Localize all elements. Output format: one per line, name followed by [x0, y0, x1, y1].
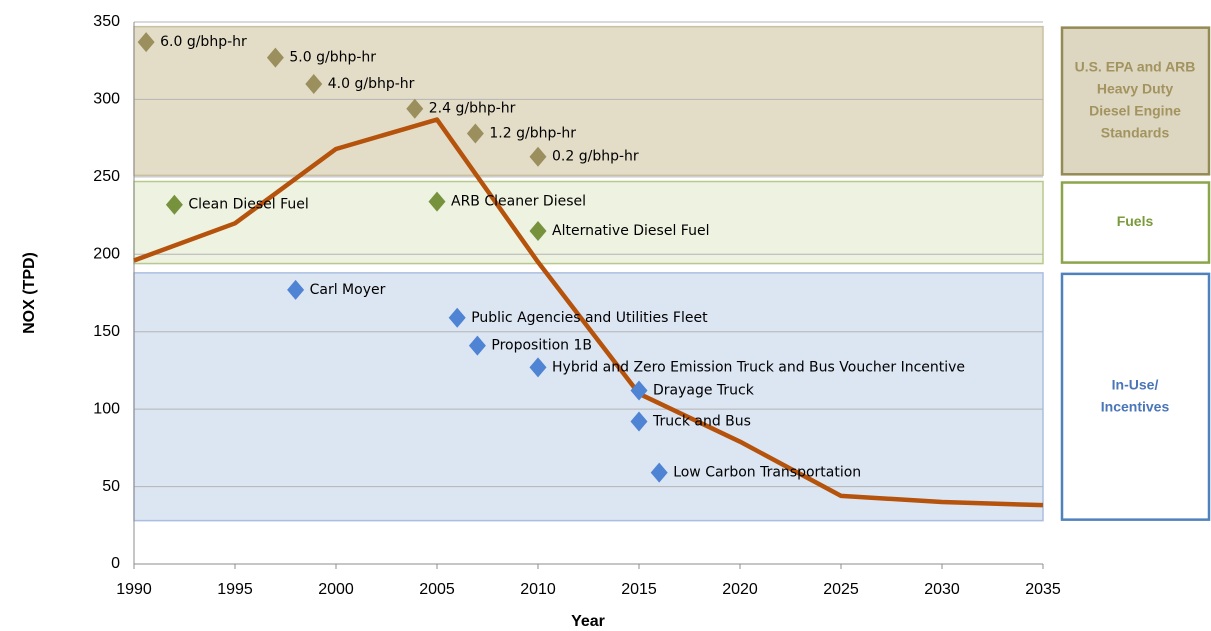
x-tick-label: 1995 — [217, 581, 253, 598]
x-tick-label: 2030 — [924, 581, 960, 598]
x-tick-label: 2000 — [318, 581, 354, 598]
marker-label: Carl Moyer — [310, 282, 386, 298]
band — [133, 180, 1044, 265]
y-tick-label: 100 — [93, 400, 120, 417]
legend-label: Standards — [1101, 125, 1170, 141]
x-tick-label: 2015 — [621, 581, 657, 598]
marker-label: Hybrid and Zero Emission Truck and Bus V… — [552, 359, 965, 375]
legend-box — [1060, 272, 1211, 521]
legend-box — [1060, 26, 1211, 176]
marker — [287, 279, 305, 300]
y-tick-label: 0 — [111, 555, 120, 572]
marker-label: Clean Diesel Fuel — [188, 197, 308, 213]
marker-label: Public Agencies and Utilities Fleet — [471, 310, 708, 326]
y-tick-label: 350 — [93, 13, 120, 30]
legend-label: Fuels — [1117, 213, 1154, 229]
y-tick-label: 200 — [93, 246, 120, 263]
marker-label: Drayage Truck — [653, 383, 755, 399]
x-tick-label: 2020 — [722, 581, 758, 598]
y-tick-label: 150 — [93, 323, 120, 340]
marker — [466, 123, 484, 144]
x-tick-label: 1990 — [116, 581, 152, 598]
y-tick-label: 250 — [93, 168, 120, 185]
marker-label: Proposition 1B — [491, 338, 592, 354]
marker-label: 2.4 g/bhp-hr — [429, 101, 516, 117]
marker — [305, 73, 323, 94]
y-axis-title: NOX (TPD) — [21, 252, 38, 334]
x-axis-title: Year — [571, 613, 605, 630]
marker-label: ARB Cleaner Diesel — [451, 194, 586, 210]
marker-label: Alternative Diesel Fuel — [552, 223, 709, 239]
band — [133, 272, 1044, 522]
marker-label: Low Carbon Transportation — [673, 465, 861, 481]
marker-label: 4.0 g/bhp-hr — [328, 76, 415, 92]
band — [133, 25, 1044, 177]
y-tick-label: 50 — [102, 478, 120, 495]
legend-label: U.S. EPA and ARB — [1075, 59, 1196, 75]
legend-label: Heavy Duty — [1097, 81, 1173, 97]
legend-label: Incentives — [1101, 398, 1170, 414]
legend-box — [1060, 181, 1211, 264]
marker-label: 1.2 g/bhp-hr — [489, 125, 576, 141]
marker — [529, 146, 547, 167]
marker — [406, 98, 424, 119]
marker-label: Truck and Bus — [652, 414, 751, 430]
marker — [448, 307, 466, 328]
marker — [165, 194, 183, 215]
x-tick-label: 2035 — [1025, 581, 1061, 598]
marker — [137, 32, 155, 53]
marker — [468, 335, 486, 356]
marker — [630, 380, 648, 401]
marker-label: 5.0 g/bhp-hr — [289, 50, 376, 66]
x-tick-label: 2005 — [419, 581, 455, 598]
series-line — [133, 117, 1044, 508]
marker — [428, 191, 446, 212]
x-tick-label: 2025 — [823, 581, 859, 598]
marker — [630, 411, 648, 432]
x-tick-label: 2010 — [520, 581, 556, 598]
marker-label: 6.0 g/bhp-hr — [160, 34, 247, 50]
marker — [529, 221, 547, 242]
marker-label: 0.2 g/bhp-hr — [552, 149, 639, 165]
y-tick-label: 300 — [93, 91, 120, 108]
legend-label: Diesel Engine — [1089, 103, 1181, 119]
legend-label: In-Use/ — [1112, 376, 1159, 392]
marker — [266, 47, 284, 68]
marker — [529, 357, 547, 378]
marker — [650, 462, 668, 483]
